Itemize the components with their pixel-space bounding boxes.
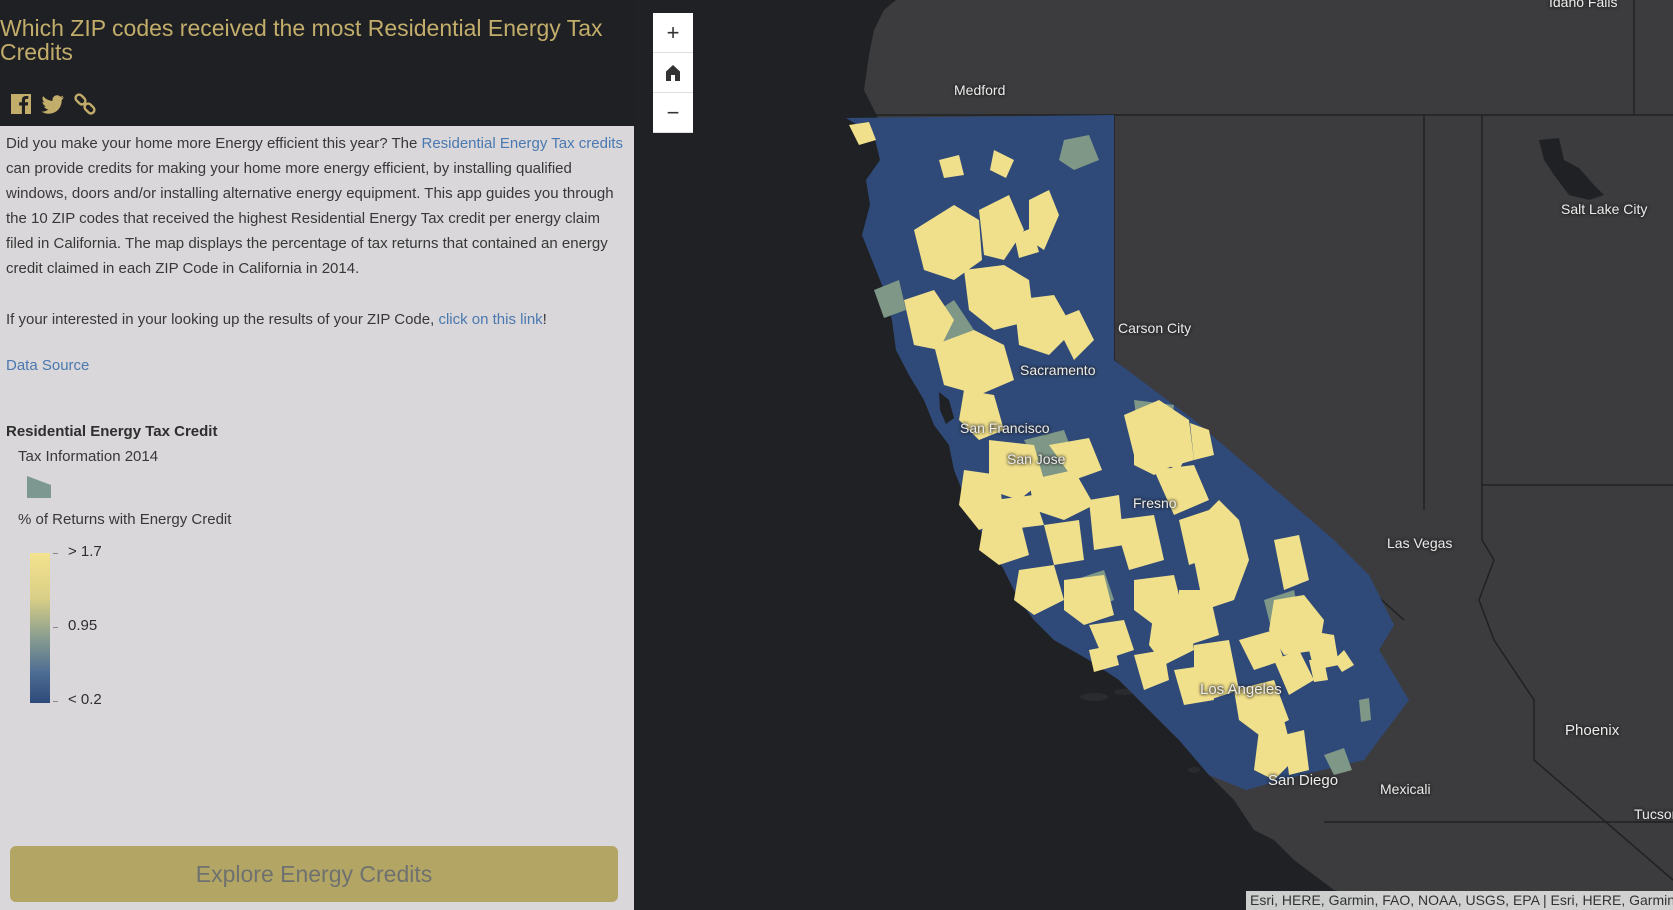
legend-layer-name: Tax Information 2014 (18, 448, 159, 465)
map-attribution: Esri, HERE, Garmin, FAO, NOAA, USGS, EPA… (1246, 891, 1673, 910)
legend-tick-high (53, 553, 58, 554)
intro-text-3: If your interested in your looking up th… (6, 311, 439, 328)
legend-color-ramp (30, 553, 50, 703)
label-sacramento: Sacramento (1020, 362, 1096, 378)
label-medford: Medford (954, 82, 1006, 98)
zoom-out-button[interactable]: − (653, 93, 693, 133)
san-francisco-bay (939, 392, 954, 424)
label-phoenix: Phoenix (1565, 722, 1620, 739)
label-san-francisco: San Francisco (960, 420, 1050, 436)
legend-label-low: < 0.2 (68, 691, 102, 708)
intro-text-2: can provide credits for making your home… (6, 160, 614, 277)
map-view[interactable] (634, 0, 1673, 910)
energy-tax-credits-link[interactable]: Residential Energy Tax credits (421, 135, 623, 152)
label-salt-lake-city: Salt Lake City (1561, 201, 1648, 217)
home-icon (666, 64, 680, 81)
legend-title: Residential Energy Tax Credit (6, 423, 218, 440)
label-idaho-falls: Idaho Falls (1549, 0, 1618, 10)
label-tucson: Tucson (1634, 806, 1673, 822)
label-las-vegas: Las Vegas (1387, 535, 1453, 551)
legend-polygon-swatch (27, 476, 51, 498)
legend-tick-mid (53, 627, 58, 628)
page-title: Which ZIP codes received the most Reside… (0, 15, 603, 65)
label-mexicali: Mexicali (1380, 781, 1431, 797)
explore-energy-credits-button[interactable]: Explore Energy Credits (10, 846, 618, 902)
home-button[interactable] (653, 53, 693, 93)
high-value-zips (849, 122, 1354, 780)
label-san-diego: San Diego (1268, 772, 1339, 789)
intro-text-4: ! (542, 311, 547, 328)
side-panel: Did you make your home more Energy effic… (0, 126, 634, 910)
legend-label-mid: 0.95 (68, 617, 98, 634)
app-header: Which ZIP codes received the most Reside… (0, 0, 634, 126)
label-carson-city: Carson City (1118, 320, 1192, 336)
intro-paragraph: Did you make your home more Energy effic… (6, 131, 626, 281)
facebook-icon[interactable] (9, 92, 33, 116)
zoom-in-button[interactable]: + (653, 13, 693, 53)
zip-lookup-link[interactable]: click on this link (438, 311, 543, 328)
legend-label-high: > 1.7 (68, 543, 102, 560)
zip-lookup-paragraph: If your interested in your looking up th… (6, 307, 626, 332)
data-source-link[interactable]: Data Source (6, 357, 90, 374)
legend-tick-low (53, 701, 58, 702)
label-los-angeles: Los Angeles (1200, 681, 1282, 698)
legend-field-name: % of Returns with Energy Credit (18, 511, 232, 528)
social-share-bar (9, 92, 97, 116)
label-san-jose: San Jose (1007, 451, 1066, 467)
great-salt-lake (1539, 138, 1604, 200)
link-icon[interactable] (73, 92, 97, 116)
twitter-icon[interactable] (41, 92, 65, 116)
label-fresno: Fresno (1133, 495, 1177, 511)
intro-text-1: Did you make your home more Energy effic… (6, 135, 422, 152)
basemap (846, 0, 1673, 910)
